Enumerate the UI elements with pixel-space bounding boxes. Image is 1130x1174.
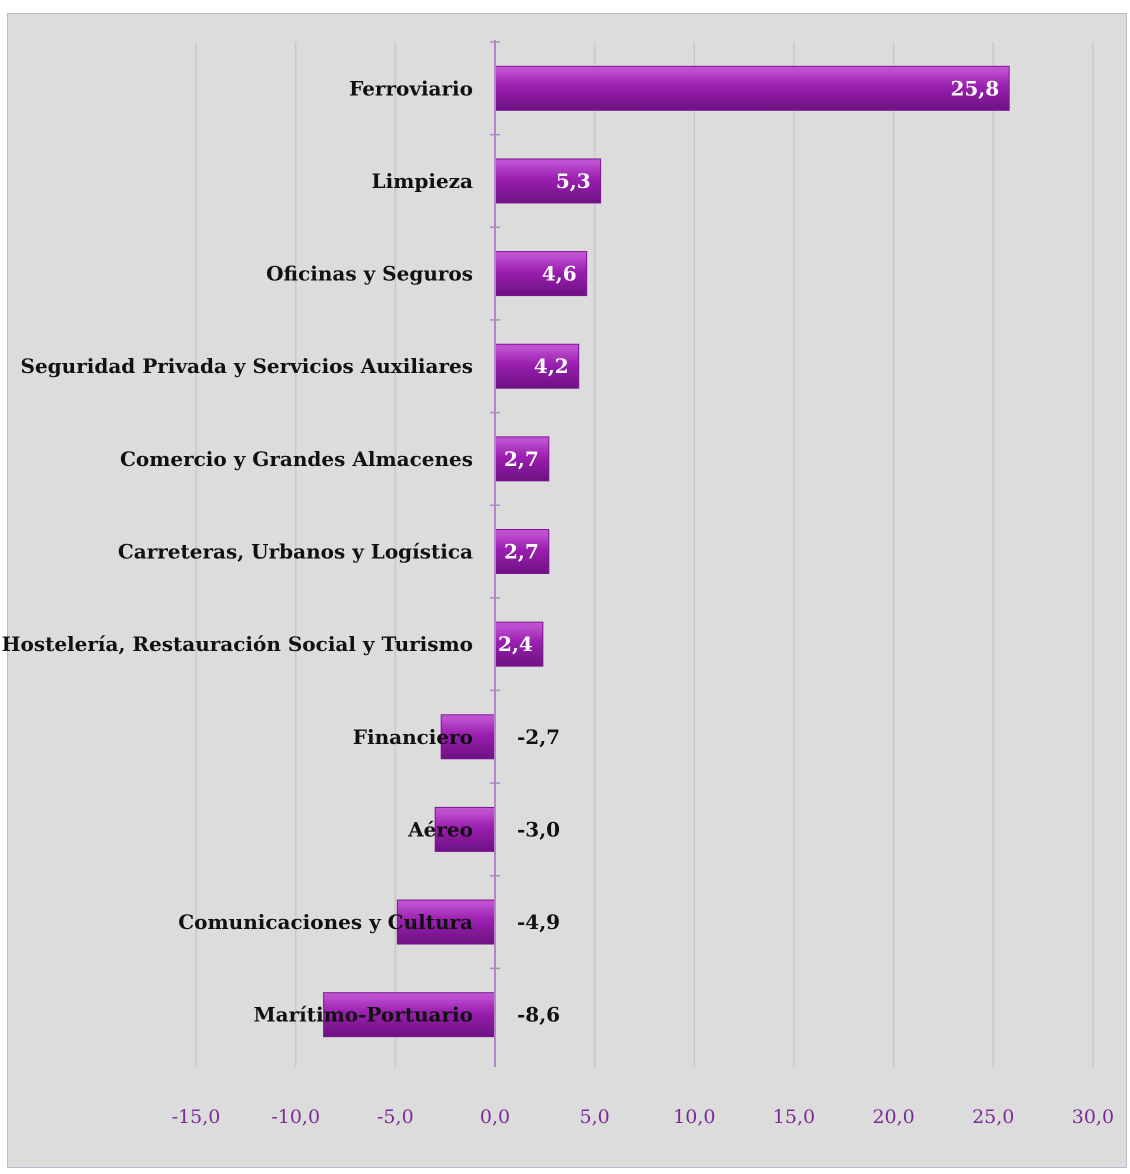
- x-tick-label: 15,0: [773, 1106, 815, 1128]
- value-label: 25,8: [950, 76, 999, 100]
- x-tick-label: 20,0: [872, 1106, 914, 1128]
- bar-body: [494, 65, 1010, 111]
- bar: [494, 621, 544, 667]
- x-tick-label: 0,0: [480, 1106, 510, 1128]
- value-label: 2,7: [504, 540, 539, 564]
- x-tick-label: 25,0: [972, 1106, 1014, 1128]
- bar-body: [494, 158, 602, 204]
- x-tick-label: 5,0: [580, 1106, 610, 1128]
- category-label: Oficinas y Seguros: [266, 262, 473, 286]
- bar: [494, 436, 550, 482]
- category-label: Comercio y Grandes Almacenes: [120, 447, 473, 471]
- bar-highlight: [398, 901, 494, 908]
- bar: [494, 158, 602, 204]
- bar: [494, 343, 580, 389]
- chart-area: Ferroviario Limpieza Oficinas y Seguros Seg…: [2, 13, 1127, 1168]
- x-tick-label: -5,0: [377, 1106, 414, 1128]
- bar-highlight: [496, 530, 548, 537]
- bar-body: [494, 529, 550, 574]
- x-tick-label: 30,0: [1072, 1106, 1114, 1128]
- value-label: -2,7: [517, 725, 560, 749]
- bar: [440, 714, 496, 760]
- bar-body: [494, 436, 550, 482]
- gridlines: [195, 42, 1094, 1067]
- value-label: 4,6: [542, 262, 577, 286]
- bar-highlight: [324, 993, 494, 1000]
- x-tick-label: -15,0: [172, 1106, 221, 1128]
- value-labels: 25,8 5,3 4,6 4,2 2,7 2,7 2,4 -2,7 -3,0 -4,9 -8,6: [498, 76, 999, 1026]
- bar-highlight: [496, 159, 600, 166]
- category-label: Financiero: [353, 725, 473, 749]
- bar: [396, 899, 496, 945]
- value-label: -4,9: [517, 910, 560, 934]
- bar-highlight: [496, 623, 542, 630]
- category-labels: Ferroviario Limpieza Oficinas y Seguros Seg…: [2, 76, 473, 1026]
- bar-highlight: [496, 437, 548, 444]
- category-label: Carreteras, Urbanos y Logística: [118, 540, 473, 564]
- bar: [494, 529, 550, 574]
- x-axis-ticks: -15,0 -10,0 -5,0 0,0 5,0 10,0 15,0 20,0 25,0 30,0: [172, 1106, 1114, 1128]
- y-axis: [490, 40, 500, 1067]
- category-label: Limpieza: [372, 169, 473, 193]
- value-label: 2,7: [504, 447, 539, 471]
- bar-body: [323, 992, 496, 1038]
- bar: [494, 251, 588, 297]
- category-label: Seguridad Privada y Servicios Auxiliares: [21, 354, 473, 378]
- x-tick-label: -10,0: [271, 1106, 320, 1128]
- bar-highlight: [436, 808, 494, 815]
- category-label: Comunicaciones y Cultura: [178, 910, 473, 934]
- bar-highlight: [496, 345, 578, 352]
- x-tick-label: 10,0: [673, 1106, 715, 1128]
- bar: [323, 992, 496, 1038]
- bar: [494, 65, 1010, 111]
- category-label: Marítimo-Portuario: [254, 1003, 473, 1027]
- bar-highlight: [442, 715, 494, 722]
- bar-body: [396, 899, 496, 945]
- category-label: Hostelería, Restauración Social y Turism…: [2, 632, 473, 656]
- value-label: -8,6: [517, 1003, 560, 1027]
- bar: [434, 806, 496, 852]
- value-label: -3,0: [517, 817, 560, 841]
- bar-highlight: [496, 252, 586, 259]
- value-label: 2,4: [498, 632, 533, 656]
- bar-body: [494, 621, 544, 667]
- value-label: 4,2: [534, 354, 569, 378]
- bar-highlight: [496, 67, 1009, 74]
- bars: [323, 65, 1010, 1038]
- value-label: 5,3: [556, 169, 591, 193]
- bar-body: [434, 806, 496, 852]
- bar-body: [440, 714, 496, 760]
- category-label: Ferroviario: [349, 76, 473, 100]
- category-label: Aéreo: [407, 817, 473, 841]
